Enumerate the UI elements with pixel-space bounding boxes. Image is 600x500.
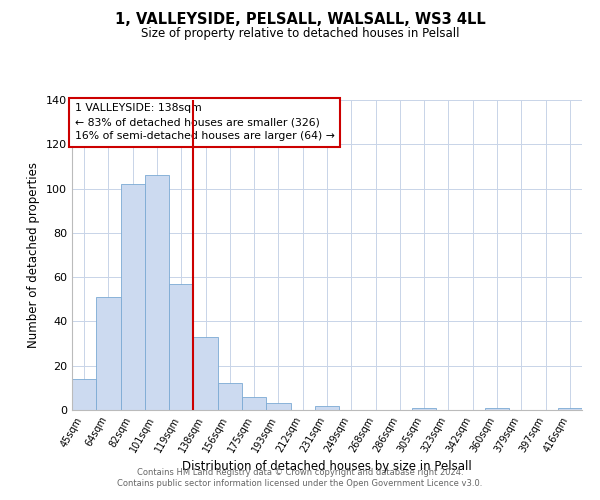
Bar <box>193 337 218 410</box>
Bar <box>242 396 266 410</box>
Y-axis label: Number of detached properties: Number of detached properties <box>28 162 40 348</box>
Text: Contains HM Land Registry data © Crown copyright and database right 2024.
Contai: Contains HM Land Registry data © Crown c… <box>118 468 482 487</box>
Bar <box>121 184 145 410</box>
X-axis label: Distribution of detached houses by size in Pelsall: Distribution of detached houses by size … <box>182 460 472 472</box>
Text: 1, VALLEYSIDE, PELSALL, WALSALL, WS3 4LL: 1, VALLEYSIDE, PELSALL, WALSALL, WS3 4LL <box>115 12 485 28</box>
Bar <box>315 406 339 410</box>
Bar <box>169 284 193 410</box>
Text: 1 VALLEYSIDE: 138sqm
← 83% of detached houses are smaller (326)
16% of semi-deta: 1 VALLEYSIDE: 138sqm ← 83% of detached h… <box>74 103 334 141</box>
Bar <box>72 379 96 410</box>
Bar <box>218 384 242 410</box>
Bar <box>266 404 290 410</box>
Text: Size of property relative to detached houses in Pelsall: Size of property relative to detached ho… <box>141 28 459 40</box>
Bar <box>145 176 169 410</box>
Bar <box>96 297 121 410</box>
Bar <box>412 408 436 410</box>
Bar <box>485 408 509 410</box>
Bar <box>558 408 582 410</box>
